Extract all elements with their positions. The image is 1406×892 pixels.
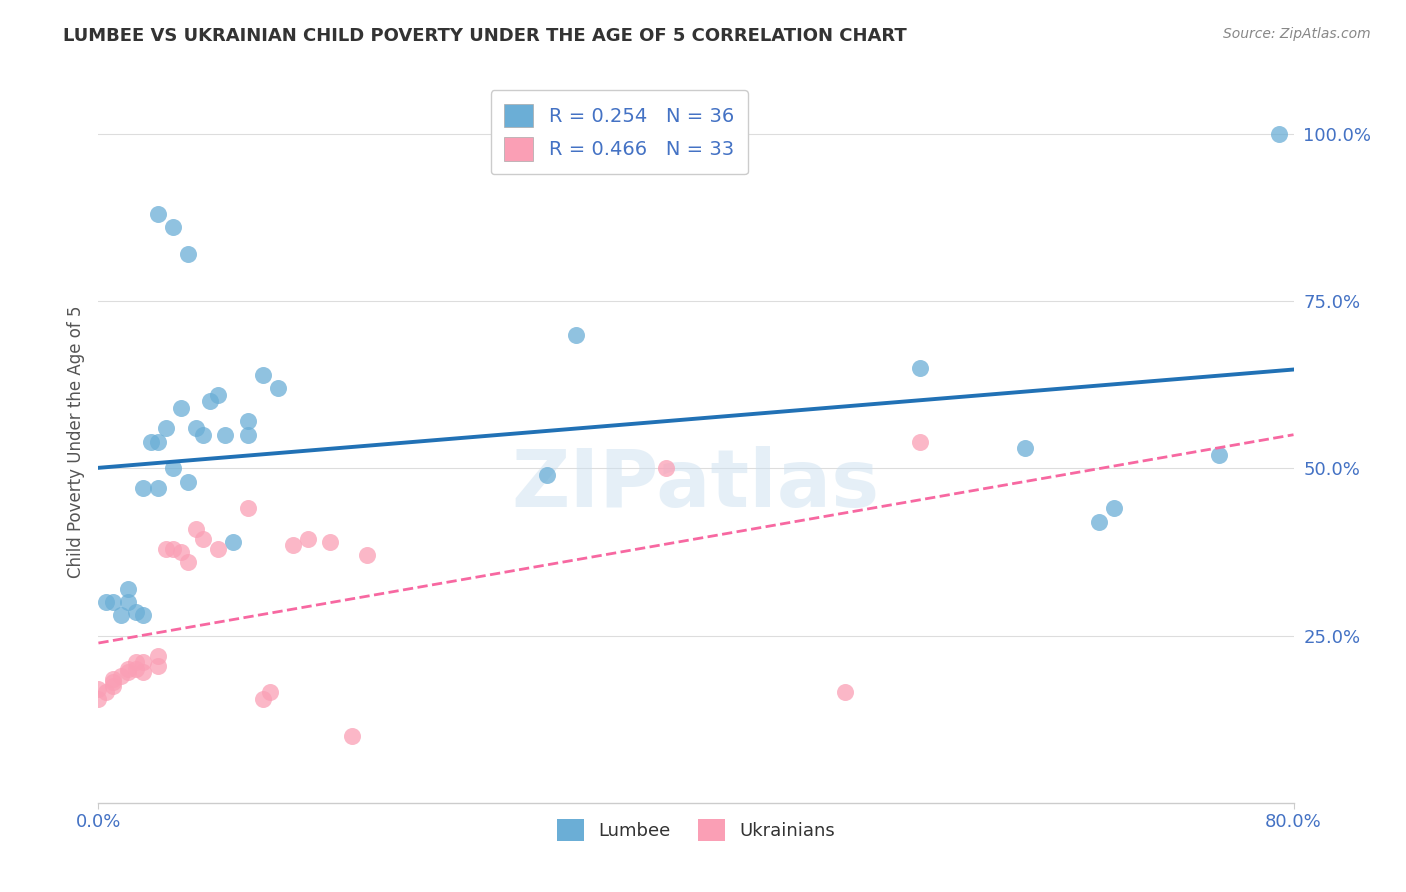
Point bbox=[222, 534, 245, 549]
Point bbox=[565, 327, 588, 342]
Point bbox=[94, 685, 117, 699]
Point bbox=[252, 692, 274, 706]
Point bbox=[297, 532, 319, 546]
Text: Source: ZipAtlas.com: Source: ZipAtlas.com bbox=[1223, 27, 1371, 41]
Point bbox=[1208, 448, 1230, 462]
Point bbox=[169, 401, 191, 416]
Point bbox=[177, 555, 200, 569]
Point bbox=[207, 387, 229, 401]
Point bbox=[908, 434, 931, 449]
Point bbox=[148, 482, 170, 496]
Point bbox=[184, 521, 207, 535]
Point bbox=[132, 608, 155, 623]
Point bbox=[252, 368, 274, 382]
Text: ZIPatlas: ZIPatlas bbox=[512, 446, 880, 524]
Point bbox=[117, 582, 139, 596]
Point bbox=[356, 548, 378, 563]
Point bbox=[1267, 127, 1289, 141]
Point bbox=[177, 247, 200, 261]
Text: LUMBEE VS UKRAINIAN CHILD POVERTY UNDER THE AGE OF 5 CORRELATION CHART: LUMBEE VS UKRAINIAN CHILD POVERTY UNDER … bbox=[63, 27, 907, 45]
Point bbox=[267, 381, 290, 395]
Point bbox=[87, 692, 110, 706]
Point bbox=[342, 729, 364, 743]
Point bbox=[103, 675, 125, 690]
Point bbox=[1104, 501, 1126, 516]
Point bbox=[117, 665, 139, 680]
Point bbox=[132, 482, 155, 496]
Point bbox=[319, 534, 342, 549]
Point bbox=[169, 545, 191, 559]
Point bbox=[1014, 442, 1036, 455]
Y-axis label: Child Poverty Under the Age of 5: Child Poverty Under the Age of 5 bbox=[66, 305, 84, 578]
Point bbox=[281, 538, 304, 552]
Point bbox=[94, 595, 117, 609]
Point bbox=[1088, 515, 1111, 529]
Point bbox=[834, 685, 856, 699]
Point bbox=[148, 434, 170, 449]
Point bbox=[191, 532, 214, 546]
Point bbox=[200, 394, 222, 409]
Point bbox=[236, 414, 259, 429]
Point bbox=[162, 461, 184, 475]
Point bbox=[103, 672, 125, 686]
Point bbox=[110, 669, 132, 683]
Point bbox=[259, 685, 281, 699]
Point bbox=[125, 655, 148, 669]
Point bbox=[236, 501, 259, 516]
Point bbox=[536, 467, 558, 482]
Point bbox=[103, 679, 125, 693]
Point bbox=[155, 541, 177, 556]
Point bbox=[87, 681, 110, 696]
Point bbox=[148, 658, 170, 673]
Point bbox=[184, 421, 207, 435]
Point bbox=[162, 220, 184, 235]
Point bbox=[655, 461, 678, 475]
Point bbox=[132, 665, 155, 680]
Point bbox=[139, 434, 162, 449]
Point bbox=[103, 595, 125, 609]
Point bbox=[110, 608, 132, 623]
Point bbox=[125, 662, 148, 676]
Point bbox=[148, 207, 170, 221]
Point bbox=[125, 605, 148, 619]
Point bbox=[236, 427, 259, 442]
Point bbox=[117, 595, 139, 609]
Legend: Lumbee, Ukrainians: Lumbee, Ukrainians bbox=[550, 812, 842, 848]
Point bbox=[117, 662, 139, 676]
Point bbox=[207, 541, 229, 556]
Point bbox=[162, 541, 184, 556]
Point bbox=[908, 361, 931, 376]
Point bbox=[191, 427, 214, 442]
Point bbox=[148, 648, 170, 663]
Point bbox=[132, 655, 155, 669]
Point bbox=[155, 421, 177, 435]
Point bbox=[177, 475, 200, 489]
Point bbox=[214, 427, 236, 442]
